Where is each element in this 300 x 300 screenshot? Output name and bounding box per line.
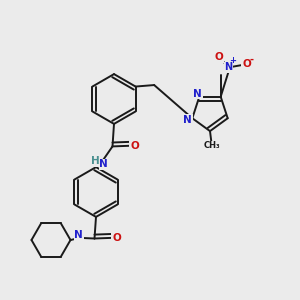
Text: O: O (214, 52, 223, 62)
Text: N: N (74, 230, 83, 241)
Text: O: O (112, 233, 121, 243)
Text: O: O (242, 59, 251, 69)
Text: N: N (193, 89, 202, 99)
Text: N: N (99, 159, 108, 170)
Text: -: - (250, 55, 254, 65)
Text: N: N (224, 62, 232, 73)
Text: O: O (130, 141, 139, 151)
Text: CH₃: CH₃ (203, 141, 220, 150)
Text: N: N (183, 115, 192, 125)
Text: +: + (229, 56, 236, 65)
Text: H: H (91, 156, 100, 167)
